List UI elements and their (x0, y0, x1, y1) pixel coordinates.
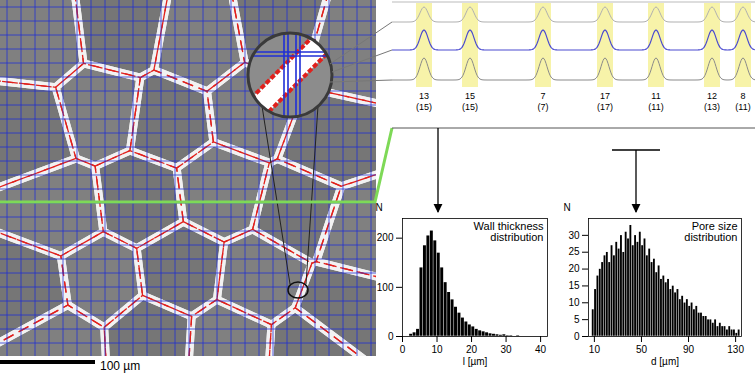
svg-text:25: 25 (568, 246, 580, 257)
svg-text:(13): (13) (704, 102, 720, 112)
svg-text:30: 30 (501, 344, 513, 355)
svg-text:N: N (376, 202, 383, 213)
svg-text:90: 90 (683, 344, 695, 355)
svg-text:15: 15 (568, 280, 580, 291)
svg-text:200: 200 (377, 232, 394, 243)
svg-text:100 µm: 100 µm (100, 359, 140, 373)
svg-text:l [µm]: l [µm] (463, 356, 488, 367)
svg-text:15: 15 (465, 91, 475, 101)
svg-text:(11): (11) (735, 102, 750, 112)
svg-text:7: 7 (540, 91, 545, 101)
svg-text:130: 130 (727, 344, 744, 355)
svg-text:5: 5 (574, 314, 580, 325)
svg-text:Pore sizedistribution: Pore sizedistribution (684, 220, 737, 243)
svg-text:(17): (17) (597, 102, 613, 112)
svg-text:(7): (7) (538, 102, 549, 112)
svg-text:20: 20 (466, 344, 478, 355)
svg-text:50: 50 (636, 344, 648, 355)
svg-text:0: 0 (388, 331, 394, 342)
svg-text:(15): (15) (416, 102, 432, 112)
svg-text:10: 10 (431, 344, 443, 355)
svg-text:0: 0 (400, 344, 406, 355)
svg-text:20: 20 (568, 263, 580, 274)
svg-text:(15): (15) (462, 102, 478, 112)
svg-text:40: 40 (535, 344, 547, 355)
svg-text:10: 10 (568, 297, 580, 308)
svg-text:(11): (11) (648, 102, 663, 112)
svg-text:8: 8 (740, 91, 745, 101)
svg-text:12: 12 (707, 91, 717, 101)
svg-text:N: N (564, 202, 571, 213)
svg-text:100: 100 (377, 282, 394, 293)
svg-text:17: 17 (600, 91, 610, 101)
svg-text:0: 0 (574, 331, 580, 342)
svg-text:Wall thicknessdistribution: Wall thicknessdistribution (474, 220, 544, 243)
svg-text:13: 13 (419, 91, 429, 101)
svg-text:30: 30 (568, 230, 580, 241)
svg-text:d [µm]: d [µm] (651, 356, 679, 367)
svg-text:11: 11 (651, 91, 660, 101)
svg-text:10: 10 (589, 344, 601, 355)
